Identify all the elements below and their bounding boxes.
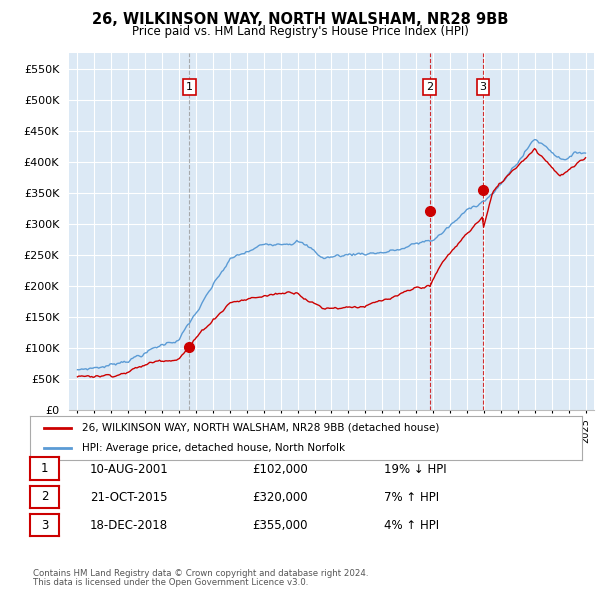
Text: 4% ↑ HPI: 4% ↑ HPI [384,519,439,532]
Text: £102,000: £102,000 [252,463,308,476]
Text: £320,000: £320,000 [252,491,308,504]
Text: Contains HM Land Registry data © Crown copyright and database right 2024.: Contains HM Land Registry data © Crown c… [33,569,368,578]
Text: Price paid vs. HM Land Registry's House Price Index (HPI): Price paid vs. HM Land Registry's House … [131,25,469,38]
Text: 19% ↓ HPI: 19% ↓ HPI [384,463,446,476]
Text: HPI: Average price, detached house, North Norfolk: HPI: Average price, detached house, Nort… [82,443,346,453]
Text: £355,000: £355,000 [252,519,308,532]
Text: This data is licensed under the Open Government Licence v3.0.: This data is licensed under the Open Gov… [33,578,308,587]
Text: 26, WILKINSON WAY, NORTH WALSHAM, NR28 9BB: 26, WILKINSON WAY, NORTH WALSHAM, NR28 9… [92,12,508,27]
Text: 26, WILKINSON WAY, NORTH WALSHAM, NR28 9BB (detached house): 26, WILKINSON WAY, NORTH WALSHAM, NR28 9… [82,423,440,433]
Text: 3: 3 [479,82,487,92]
Text: 7% ↑ HPI: 7% ↑ HPI [384,491,439,504]
Text: 3: 3 [41,519,48,532]
Text: 2: 2 [426,82,433,92]
Text: 18-DEC-2018: 18-DEC-2018 [90,519,168,532]
Text: 1: 1 [186,82,193,92]
Text: 10-AUG-2001: 10-AUG-2001 [90,463,169,476]
Text: 2: 2 [41,490,48,503]
Text: 21-OCT-2015: 21-OCT-2015 [90,491,167,504]
Text: 1: 1 [41,462,48,475]
